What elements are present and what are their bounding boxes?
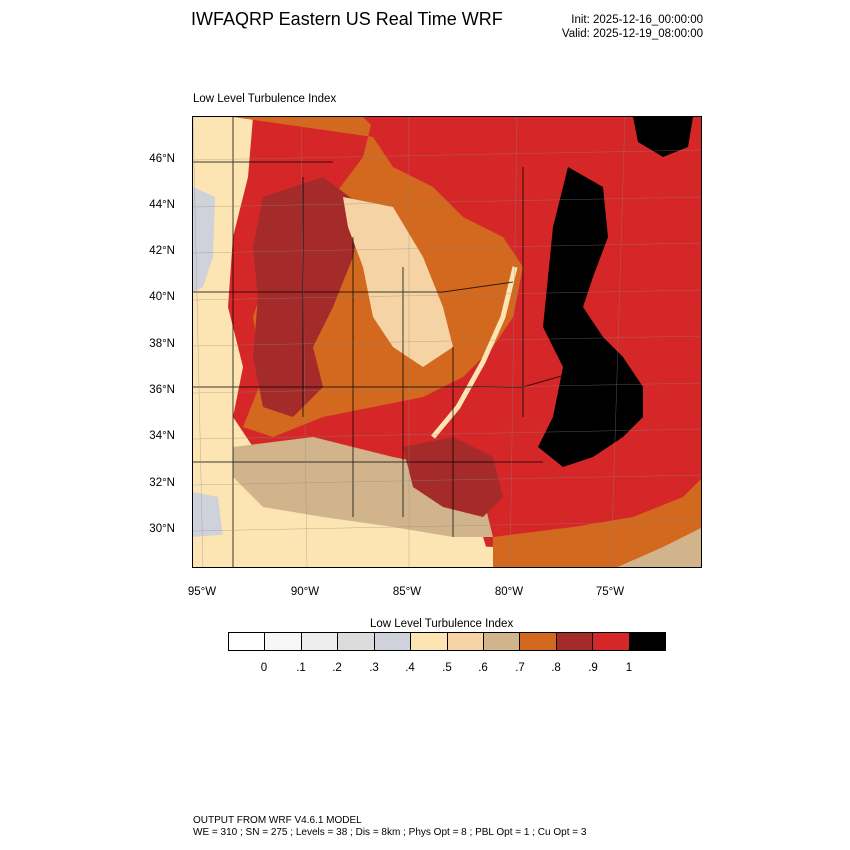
lat-label-34n: 34°N [149,430,175,442]
graticule [193,117,701,567]
field-gulf-light [193,527,512,567]
colorbar-box [410,632,448,651]
colorbar-tick: .4 [405,662,415,674]
colorbar-tick: .5 [442,662,452,674]
colorbar-tick: .2 [332,662,342,674]
colorbar-box [446,632,484,651]
init-time: Init: 2025-12-16_00:00:00 [571,14,703,26]
colorbar-box [482,632,521,651]
lon-label-75w: 75°W [595,586,625,598]
lon-label-95w: 95°W [187,586,217,598]
field-midwest-darkred [253,177,363,417]
colorbar-tick: .3 [369,662,379,674]
field-appalachian-streak [431,266,518,439]
colorbar-box [228,632,266,651]
valid-time: Valid: 2025-12-19_08:00:00 [561,28,703,40]
field-west-grey [193,187,215,292]
map-subtitle: Low Level Turbulence Index [193,93,337,105]
colorbar-tick: .9 [588,662,598,674]
lon-label-85w: 85°W [392,586,422,598]
colorbar-box [373,632,412,651]
colorbar [228,632,667,651]
map-field-graphic [193,117,701,567]
field-north-red [363,117,701,237]
lat-label-40n: 40°N [149,291,175,303]
lat-label-36n: 36°N [149,384,175,396]
field-eastcoast-black [538,167,643,467]
colorbar-box [555,632,594,651]
lat-label-38n: 38°N [149,338,175,350]
lon-label-90w: 90°W [290,586,320,598]
colorbar-box [300,632,339,651]
lat-label-46n: 46°N [149,153,175,165]
colorbar-box [264,632,302,651]
colorbar-tick: .8 [551,662,561,674]
state-boundaries [193,117,594,567]
lat-label-32n: 32°N [149,477,175,489]
colorbar-tick: .7 [515,662,525,674]
field-lakes-light [343,197,453,367]
colorbar-box [519,632,557,651]
colorbar-box [592,632,630,651]
turbulence-map [192,116,702,568]
colorbar-tick: 1 [625,662,633,674]
field-north-black [633,117,693,157]
lon-label-80w: 80°W [494,586,524,598]
model-info-line1: OUTPUT FROM WRF V4.6.1 MODEL [193,815,362,826]
page-title: IWFAQRP Eastern US Real Time WRF [191,9,503,29]
colorbar-title: Low Level Turbulence Index [370,618,514,630]
colorbar-tick: .1 [296,662,306,674]
lat-label-44n: 44°N [149,199,175,211]
lat-label-30n: 30°N [149,523,175,535]
colorbar-box [337,632,375,651]
field-offshore-tan [617,528,701,567]
colorbar-tick: .6 [478,662,488,674]
colorbar-box [628,632,667,651]
lat-label-42n: 42°N [149,245,175,257]
colorbar-tick: 0 [260,662,268,674]
model-info-line2: WE = 310 ; SN = 275 ; Levels = 38 ; Dis … [193,827,587,838]
